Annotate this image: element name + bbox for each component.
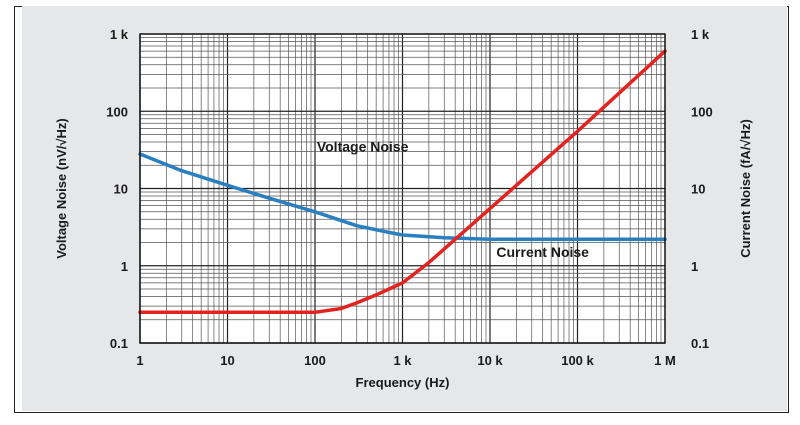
plot-border — [139, 33, 666, 344]
y-tick-label-left: 1 — [121, 259, 128, 274]
y-axis-title-right: Current Noise (fA/√Hz) — [738, 119, 753, 258]
y-tick-label-right: 10 — [691, 182, 705, 197]
x-tick-label: 10 k — [477, 353, 503, 368]
curve-label: Voltage Noise — [317, 139, 409, 155]
x-tick-label: 1 M — [654, 353, 676, 368]
x-tick-label: 10 — [220, 353, 234, 368]
y-tick-label-left: 10 — [114, 182, 128, 197]
y-tick-label-left: 0.1 — [110, 336, 128, 351]
x-axis-title: Frequency (Hz) — [356, 375, 450, 390]
y-tick-label-right: 0.1 — [691, 336, 709, 351]
curve-annotations: Voltage Noise Current Noise — [317, 139, 589, 260]
series-line-voltage-noise — [138, 152, 667, 242]
series-line-current-noise — [138, 49, 667, 315]
y-tick-label-right: 1 — [691, 259, 698, 274]
x-tick-label: 1 k — [393, 353, 412, 368]
y-tick-label-right: 1 k — [691, 27, 710, 42]
y-tick-label-right: 100 — [691, 104, 713, 119]
y-tick-label-left: 1 k — [110, 27, 129, 42]
curve-label: Current Noise — [496, 244, 589, 260]
series-group — [138, 49, 667, 315]
x-tick-label: 1 — [136, 353, 143, 368]
y-axis-title-left: Voltage Noise (nV/√Hz) — [54, 118, 69, 259]
x-tick-label: 100 k — [561, 353, 594, 368]
x-tick-label: 100 — [304, 353, 326, 368]
tick-labels: 1 10 100 1 k 10 k 100 k 1 M 0.1 0.1 1 1 10 10 100 100 1… — [106, 27, 712, 368]
y-tick-label-left: 100 — [106, 104, 128, 119]
